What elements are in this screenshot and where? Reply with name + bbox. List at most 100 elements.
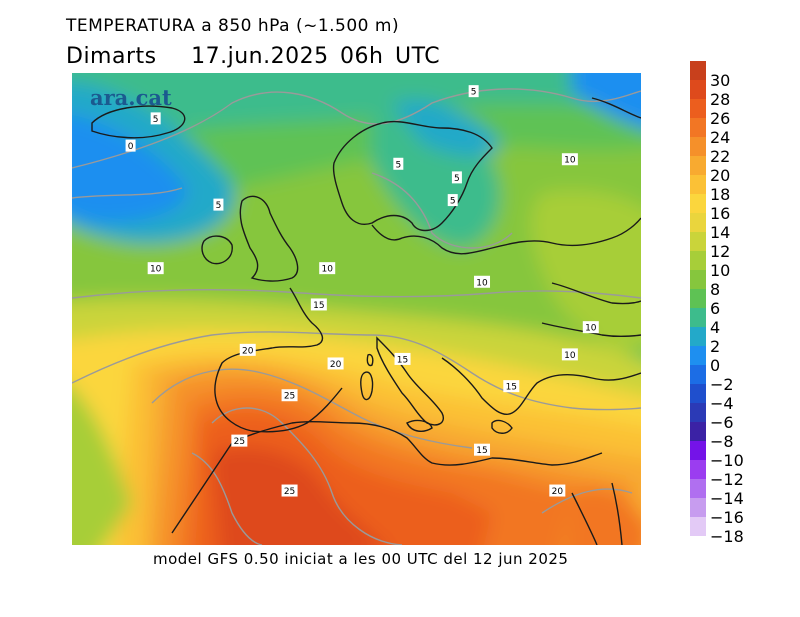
isotherm-label: 5 [454,174,460,184]
colorbar-swatch [690,441,706,460]
colorbar-label: 8 [710,280,721,299]
isotherm-label-box [150,112,161,125]
colorbar-swatch [690,346,706,365]
colorbar-label: 24 [710,128,731,147]
forecast-day: Dimarts [66,44,157,69]
isotherm-label: 15 [397,355,408,365]
isotherm-label: 5 [395,160,401,170]
isotherm-label-box [393,157,404,170]
colorbar-swatch [690,99,706,118]
isotherm-label-box [474,443,491,456]
colorbar-swatch [690,251,706,270]
colorbar-label: −4 [710,394,734,413]
isotherm-label: 0 [128,142,134,152]
colorbar-swatch [690,365,706,384]
isotherm-label-box [281,389,298,402]
isotherm-label-box [549,484,566,497]
colorbar-label: −14 [710,489,744,508]
colorbar-label: −2 [710,375,734,394]
colorbar-swatch [690,156,706,175]
colorbar-swatch [690,289,706,308]
isotherm-label: 20 [552,487,564,497]
colorbar-label: 10 [710,261,731,280]
coastlines [91,97,641,545]
colorbar-label: 12 [710,242,731,261]
isotherm-label: 10 [150,265,162,275]
isotherm-label: 25 [284,392,295,402]
isotherm-label: 5 [471,88,477,98]
colorbar-swatch [690,80,706,99]
isotherm-label: 10 [321,265,333,275]
colorbar-swatch [690,270,706,289]
colorbar-swatch [690,384,706,403]
isotherm-label-box [147,262,164,275]
isotherm-label: 15 [476,446,487,456]
isotherm-label-box [561,348,578,361]
isotherm-label: 25 [234,437,245,447]
isotherm-label: 10 [564,351,576,361]
temperature-colorbar: 30 28 26 24 22 20 18 16 14 12 10 8 6 4 2 0 −2 −4 −6 −8 −10 −1… [690,61,800,557]
isotherm-lines [72,88,641,545]
isotherm-label: 15 [506,383,517,393]
colorbar-label: 22 [710,147,731,166]
colorbar-swatch [690,422,706,441]
isotherm-label-box [582,321,599,334]
isotherm-label-box [213,198,224,211]
temperature-field [72,73,641,545]
isotherm-label: 5 [216,201,222,211]
colorbar-label: 28 [710,90,731,109]
isotherm-label-box [447,194,458,207]
colorbar-swatch [690,308,706,327]
colorbar-swatch [690,61,706,80]
isotherm-label: 10 [476,278,488,288]
colorbar-label: 6 [710,299,721,318]
colorbar-label: 2 [710,337,721,356]
colorbar-label: 16 [710,204,731,223]
colorbar-label: −16 [710,508,744,527]
isotherm-labels: 5 5 0 5 5 5 10 5 10 10 10 15 10 10 20 20 15 15 25 25 15 25 20 [125,85,599,497]
isotherm-label-box [451,171,462,184]
isotherm-label-box [327,357,344,370]
colorbar-label: 26 [710,109,731,128]
isotherm-label-box [125,139,136,152]
isotherm-label: 5 [153,115,159,125]
isotherm-label-box [231,434,248,447]
colorbar-swatch [690,175,706,194]
colorbar-label: 0 [710,356,721,375]
colorbar-label: −10 [710,451,744,470]
colorbar-label: −6 [710,413,734,432]
forecast-datetime: Dimarts 17.jun.2025 06h UTC [66,44,440,69]
isotherm-label-box [474,275,491,288]
colorbar-swatch [690,498,706,517]
isotherm-label: 10 [564,156,576,166]
isotherm-label-box [394,352,411,365]
isotherm-label-box [281,484,298,497]
isotherm-label-box [239,343,256,356]
colorbar-label: −8 [710,432,734,451]
colorbar-swatch [690,517,706,536]
colorbar-swatch [690,460,706,479]
colorbar-swatch [690,327,706,346]
colorbar-swatch [690,194,706,213]
isotherm-label-box [503,380,520,393]
isotherm-label-box [310,298,327,311]
model-run-caption: model GFS 0.50 iniciat a les 00 UTC del … [153,550,569,568]
page-title: TEMPERATURA a 850 hPa (~1.500 m) [66,16,400,36]
colorbar-swatch [690,479,706,498]
isotherm-label: 20 [242,346,254,356]
colorbar-label: −18 [710,527,744,546]
isotherm-label: 10 [585,324,597,334]
colorbar-label: 30 [710,71,731,90]
colorbar-label: −12 [710,470,744,489]
isotherm-label: 15 [313,301,324,311]
colorbar-label: 20 [710,166,731,185]
colorbar-label: 18 [710,185,731,204]
colorbar-label: 14 [710,223,731,242]
isotherm-label: 5 [450,197,456,207]
colorbar-swatch [690,403,706,422]
colorbar-swatch [690,137,706,156]
forecast-date: 17.jun.2025 06h UTC [191,44,441,69]
isotherm-label-box [561,153,578,166]
colorbar-label: 4 [710,318,721,337]
